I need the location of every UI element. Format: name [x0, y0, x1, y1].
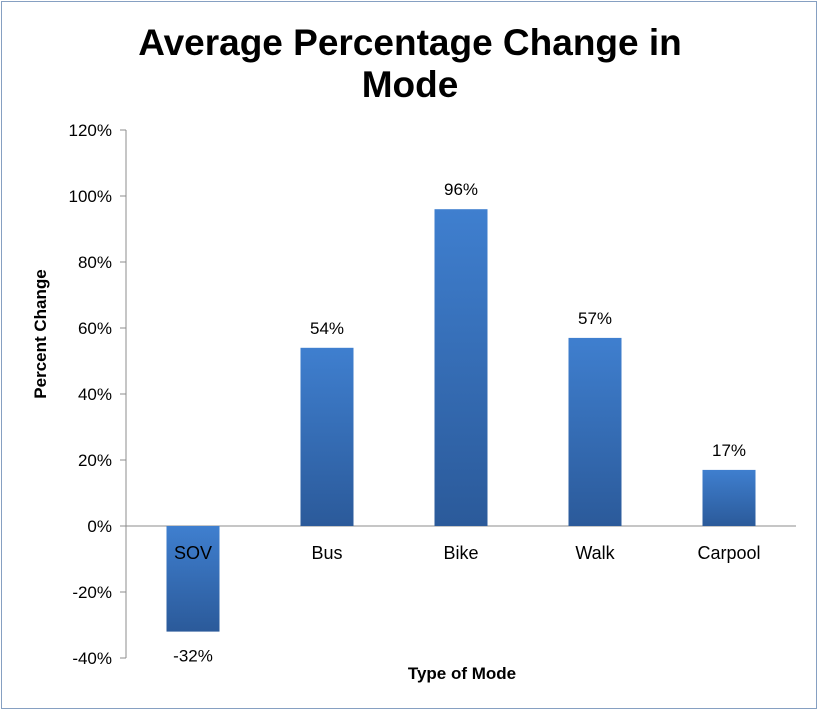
y-tick-label: -40%	[72, 649, 112, 668]
y-tick-label: 80%	[78, 253, 112, 272]
labels: SOV -32% Bus 54% Bike 96% Walk 57% Carpool 17%	[173, 180, 760, 665]
y-tick-label: 40%	[78, 385, 112, 404]
data-label: -32%	[173, 647, 213, 666]
y-tick-label: 20%	[78, 451, 112, 470]
y-axis-title: Percent Change	[31, 269, 50, 398]
x-category-label: Bike	[443, 543, 478, 563]
x-category-label: Carpool	[697, 543, 760, 563]
x-category-label: SOV	[174, 543, 212, 563]
axes: -40% -20% 0% 20% 40% 60% 80% 100% 120%	[69, 121, 796, 668]
x-axis-title: Type of Mode	[408, 664, 516, 683]
y-tick-label: 120%	[69, 121, 112, 140]
bars	[166, 209, 756, 632]
bar-bike	[434, 209, 488, 526]
bar-sov	[166, 526, 220, 632]
bar-walk	[568, 337, 622, 526]
data-label: 54%	[310, 319, 344, 338]
y-tick-label: 60%	[78, 319, 112, 338]
data-label: 57%	[578, 309, 612, 328]
data-label: 17%	[712, 441, 746, 460]
y-tick-label: 100%	[69, 187, 112, 206]
chart-title: Average Percentage Change in Mode	[138, 22, 682, 105]
data-label: 96%	[444, 180, 478, 199]
x-category-label: Walk	[575, 543, 615, 563]
bar-bus	[300, 347, 354, 526]
bar-carpool	[702, 469, 756, 526]
x-category-label: Bus	[311, 543, 342, 563]
y-tick-label: -20%	[72, 583, 112, 602]
y-tick-label: 0%	[87, 517, 112, 536]
